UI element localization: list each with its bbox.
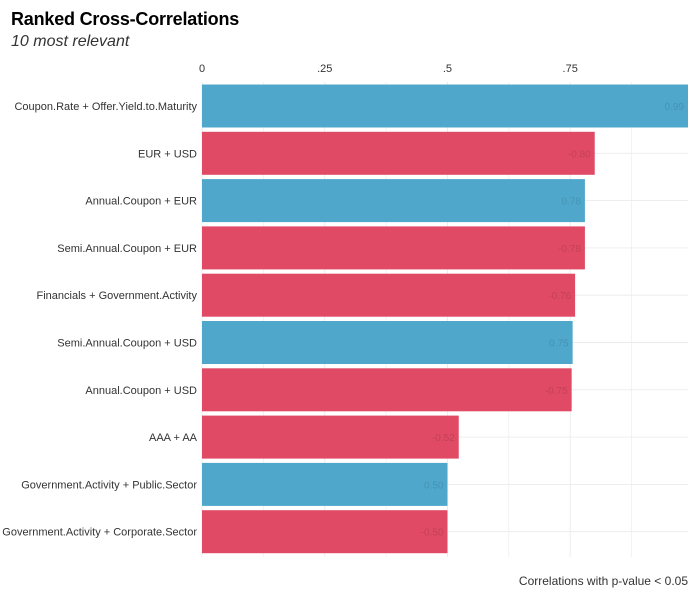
bar [202, 368, 572, 412]
bar [202, 415, 459, 459]
chart-subtitle: 10 most relevant [11, 33, 130, 50]
category-label: Government.Activity + Corporate.Sector [2, 527, 197, 539]
bar [202, 510, 448, 554]
data-label: -0.50 [421, 528, 444, 539]
data-label: 0.50 [424, 480, 444, 491]
category-labels: Coupon.Rate + Offer.Yield.to.Maturity EUR… [2, 101, 197, 539]
category-label: Semi.Annual.Coupon + USD [57, 338, 197, 350]
x-tick-label: .25 [317, 63, 332, 75]
category-label: AAA + AA [149, 432, 198, 444]
bar [202, 179, 585, 223]
x-axis-ticks: 0 .25 .5 .75 [199, 63, 578, 75]
x-tick-label: .5 [443, 63, 452, 75]
data-labels: 0.99 -0.80 0.78 -0.78 -0.76 0.75 -0.75 -0.52 0.5… [421, 102, 685, 539]
chart-title: Ranked Cross-Correlations [11, 9, 240, 29]
category-label: Coupon.Rate + Offer.Yield.to.Maturity [14, 101, 197, 113]
category-label: Annual.Coupon + USD [85, 385, 197, 397]
bar [202, 226, 585, 270]
data-label: -0.75 [545, 386, 568, 397]
category-label: EUR + USD [138, 148, 197, 160]
category-label: Annual.Coupon + EUR [85, 196, 197, 208]
category-label: Semi.Annual.Coupon + EUR [57, 243, 197, 255]
bar [202, 84, 688, 128]
data-label: -0.80 [568, 149, 591, 160]
bar [202, 321, 573, 364]
chart-caption: Correlations with p-value < 0.05 [518, 574, 688, 588]
bars [202, 84, 688, 554]
data-label: 0.75 [549, 339, 569, 350]
bar [202, 131, 595, 175]
data-label: 0.78 [561, 197, 581, 208]
data-label: 0.99 [665, 102, 685, 113]
bar [202, 273, 576, 317]
bar [202, 462, 448, 506]
category-label: Financials + Government.Activity [37, 290, 198, 302]
x-tick-label: 0 [199, 63, 205, 75]
data-label: -0.78 [558, 244, 581, 255]
x-tick-label: .75 [563, 63, 578, 75]
category-label: Government.Activity + Public.Sector [21, 479, 197, 491]
data-label: -0.76 [548, 291, 571, 302]
data-label: -0.52 [432, 433, 455, 444]
